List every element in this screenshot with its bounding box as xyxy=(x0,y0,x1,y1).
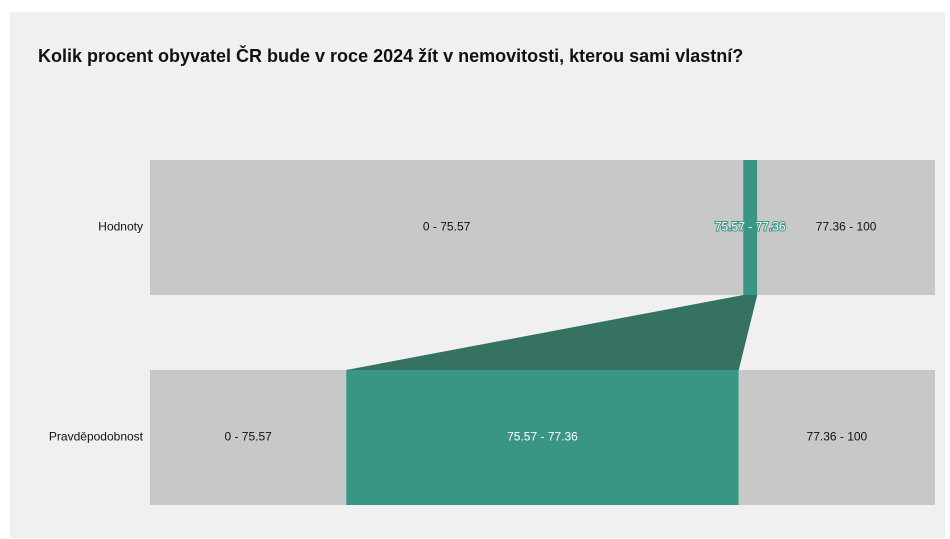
value-segment xyxy=(743,160,758,295)
segment-label: 77.36 - 100 xyxy=(807,430,868,444)
row-label: Hodnoty xyxy=(98,220,143,234)
segment-label: 0 - 75.57 xyxy=(224,430,272,444)
probability-segment xyxy=(738,370,935,505)
segment-label: 77.36 - 100 xyxy=(816,220,877,234)
segment-label: 75.57 - 77.36 xyxy=(507,430,578,444)
chart-title: Kolik procent obyvatel ČR bude v roce 20… xyxy=(38,45,743,66)
row-label: Pravděpodobnost xyxy=(49,430,144,444)
probability-segment xyxy=(346,370,739,505)
value-segment xyxy=(757,160,935,295)
probability-segment xyxy=(150,370,347,505)
segment-label: 75.57 - 77.36 xyxy=(715,220,786,234)
link xyxy=(346,295,758,370)
value-segment xyxy=(150,160,744,295)
segment-label: 0 - 75.57 xyxy=(423,220,471,234)
